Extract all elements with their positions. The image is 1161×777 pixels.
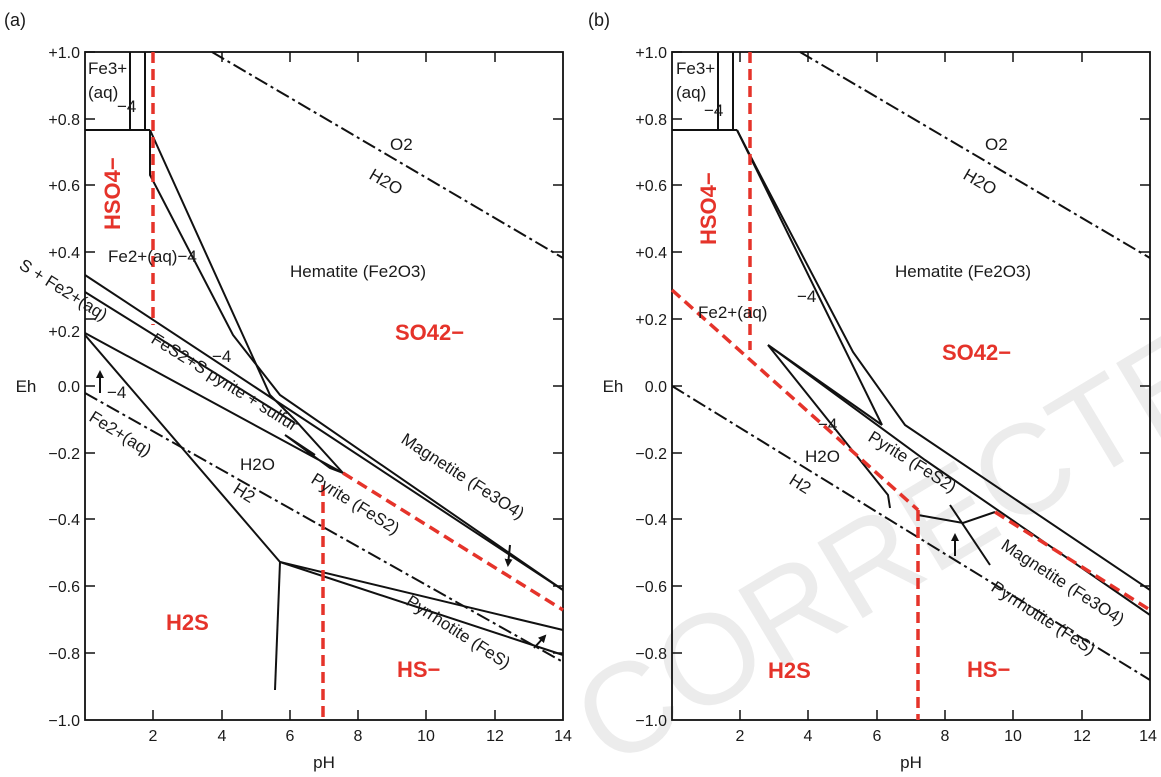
panel-b-hs-label: HS− (967, 657, 1010, 682)
panel-a-aq-label: (aq) (88, 83, 118, 102)
panel-b-minus4-label: −4 (704, 101, 723, 120)
x-tick-label: 8 (941, 728, 950, 745)
y-tick-label: +0.6 (48, 178, 80, 195)
panel-a-o2-h2o-line (211, 51, 564, 259)
panel-a-minus4-low: −4 (107, 383, 126, 402)
x-tick-label: 6 (873, 728, 882, 745)
panel-b-h2-label: H2 (786, 470, 815, 498)
y-tick-label: +0.4 (635, 245, 667, 262)
panel-a-fe3-label: Fe3+ (88, 59, 127, 78)
y-tick-label: +1.0 (635, 45, 667, 62)
panel-a-hematite-label: Hematite (Fe2O3) (290, 262, 426, 281)
x-tick-label: 14 (554, 728, 572, 745)
x-tick-label: 10 (417, 728, 435, 745)
panel-b-h2s-label: H2S (768, 658, 811, 683)
panel-b-hematite-label: Hematite (Fe2O3) (895, 262, 1031, 281)
panel-a-frame (84, 51, 564, 721)
y-tick-label: 0.0 (645, 379, 667, 396)
panel-b-h2o-bottom-label: H2O (805, 447, 840, 466)
x-tick-label: 14 (1139, 728, 1157, 745)
panel-a-label: (a) (4, 10, 26, 30)
panel-b-sulfur-boundaries (670, 52, 1151, 720)
panel-a-h2s-label: H2S (166, 610, 209, 635)
panel-a-h2o-top-label: H2O (366, 165, 406, 199)
x-tick-label: 8 (354, 728, 363, 745)
x-tick-label: 12 (1073, 728, 1091, 745)
panel-b-o2-label: O2 (985, 135, 1008, 154)
panel-a-hs-label: HS− (397, 657, 440, 682)
panel-b-minus4-mid: −4 (797, 287, 816, 306)
panel-b-magnetite-label: Magnetite (Fe3O4) (998, 535, 1128, 629)
panel-b-minus4-low: −4 (818, 415, 837, 434)
panel-a-h2-label: H2 (230, 479, 259, 507)
panel-a-sulfur-boundaries (151, 52, 564, 720)
panel-a-fes2-s-label: FeS2+S pyrite + sulfur (148, 329, 302, 435)
panel-a-minus4-mid: −4 (212, 347, 231, 366)
y-axis-title: Eh (603, 377, 624, 396)
panel-a-y-ticks (85, 51, 563, 654)
y-tick-label: +0.2 (635, 312, 667, 329)
panel-b-y-tick-labels: +1.0 +0.8 +0.6 +0.4 +0.2 0.0 −0.2 −0.4 −… (635, 45, 667, 730)
x-tick-label: 4 (218, 728, 227, 745)
panel-b-fe2-label: Fe2+(aq) (698, 303, 767, 322)
x-tick-label: 2 (149, 728, 158, 745)
x-tick-label: 4 (804, 728, 813, 745)
panel-a-o2-label: O2 (390, 135, 413, 154)
panel-a-s-fe2-label: S + Fe2+(aq) (16, 255, 111, 324)
y-tick-label: −0.4 (635, 512, 667, 529)
x-tick-label: 12 (486, 728, 504, 745)
panel-b-label: (b) (588, 10, 610, 30)
panel-a-y-tick-labels: +1.0 +0.8 +0.6 +0.4 +0.2 0.0 −0.2 −0.4 −… (48, 45, 80, 730)
y-tick-label: −1.0 (48, 713, 80, 730)
panel-a-fe2-lower-label: Fe2+(aq) (86, 407, 155, 460)
panel-b-aq-label: (aq) (676, 83, 706, 102)
panel-b-x-tick-labels: 2 4 6 8 10 12 14 (736, 728, 1157, 745)
x-tick-label: 2 (736, 728, 745, 745)
y-tick-label: −1.0 (635, 713, 667, 730)
y-tick-label: 0.0 (58, 379, 80, 396)
panel-a-boundaries (84, 52, 564, 691)
panel-b-h2o-top-label: H2O (960, 165, 1000, 199)
y-tick-label: −0.6 (635, 579, 667, 596)
y-tick-label: −0.6 (48, 579, 80, 596)
panel-b-fe3-label: Fe3+ (676, 59, 715, 78)
y-tick-label: +0.6 (635, 178, 667, 195)
y-tick-label: +0.2 (48, 324, 80, 341)
panel-b-boundaries (672, 52, 1151, 616)
panel-a-magnetite-label: Magnetite (Fe3O4) (398, 429, 528, 523)
y-tick-label: −0.4 (48, 512, 80, 529)
panel-a-so4-label: SO42− (395, 320, 464, 345)
panel-a-hso4-label: HSO4− (100, 157, 125, 230)
panel-a-fe2-upper-label: Fe2+(aq)−4 (108, 247, 197, 266)
x-tick-label: 6 (286, 728, 295, 745)
panel-b-o2-h2o-line (799, 51, 1151, 259)
y-tick-label: −0.2 (48, 446, 80, 463)
x-axis-title: pH (313, 753, 335, 772)
x-tick-label: 10 (1004, 728, 1022, 745)
x-axis-title: pH (900, 753, 922, 772)
y-tick-label: −0.8 (48, 646, 80, 663)
y-axis-title: Eh (16, 377, 37, 396)
y-tick-label: −0.8 (635, 646, 667, 663)
y-tick-label: +0.8 (48, 112, 80, 129)
panel-b-h2o-h2-line (671, 385, 1151, 681)
panel-b-hso4-label: HSO4− (696, 172, 721, 245)
panel-b-x-ticks (739, 52, 1083, 720)
y-tick-label: +0.8 (635, 112, 667, 129)
panel-b-so4-label: SO42− (942, 340, 1011, 365)
y-tick-label: −0.2 (635, 446, 667, 463)
y-tick-label: +0.4 (48, 245, 80, 262)
panel-a-labels: HSO4− SO42− H2S HS− Fe3+ (aq) −4 Fe2+(aq… (16, 59, 528, 682)
panel-a-h2o-h2-line (84, 392, 564, 663)
panel-a-minus4-label: −4 (117, 97, 136, 116)
panel-a: (a) +1.0 +0.8 +0.6 (4, 10, 572, 772)
panel-a-x-tick-labels: 2 4 6 8 10 12 14 (149, 728, 572, 745)
y-tick-label: +1.0 (48, 45, 80, 62)
panel-a-h2o-bottom-label: H2O (240, 455, 275, 474)
